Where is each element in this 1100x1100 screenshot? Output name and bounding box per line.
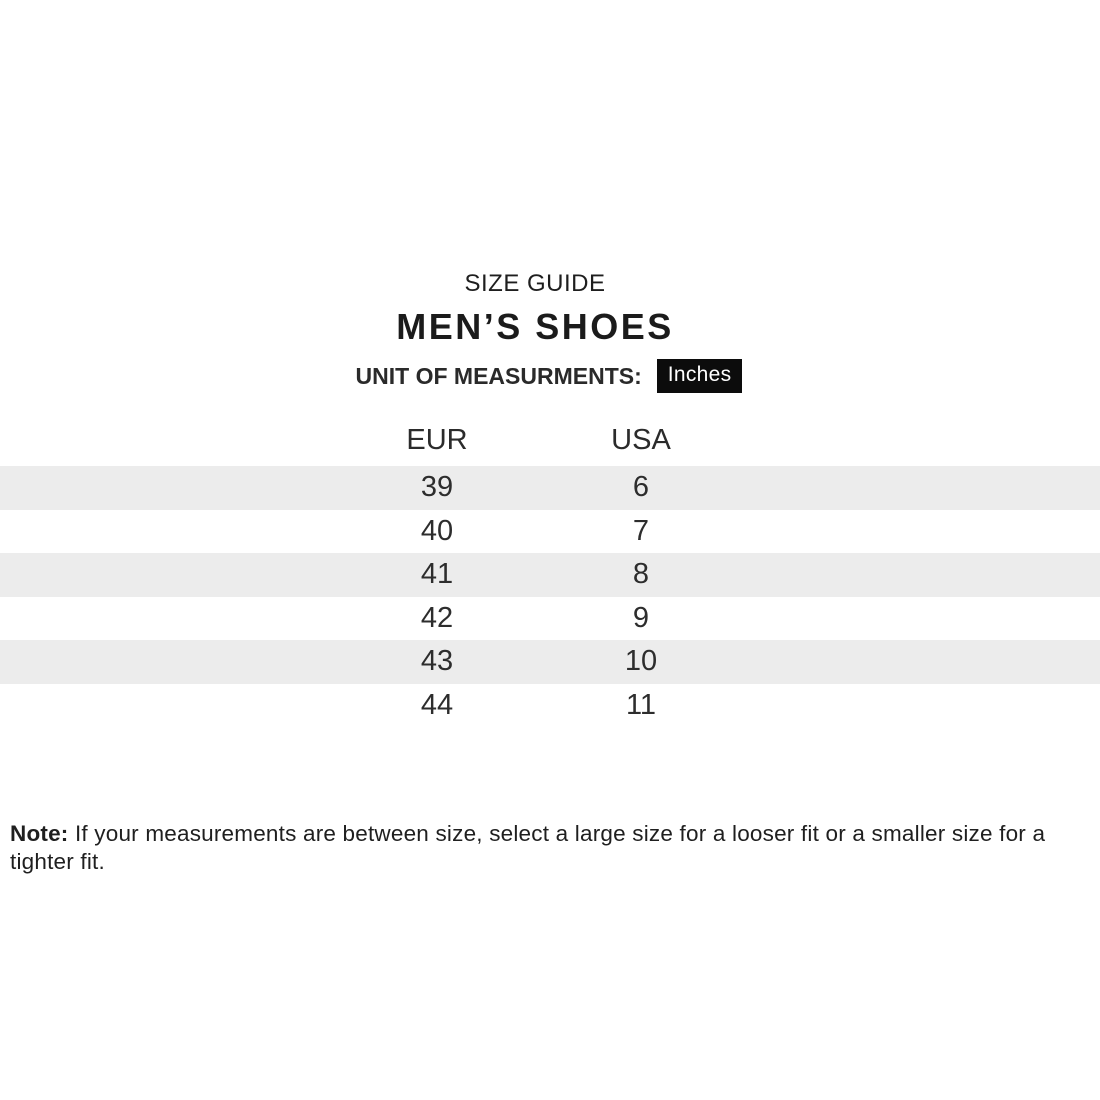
note-text: If your measurements are between size, s… [10, 821, 1046, 874]
eur-size-value: 43 [420, 645, 454, 678]
note-paragraph: Note: If your measurements are between s… [10, 820, 1090, 876]
column-header-usa: USA [611, 424, 671, 456]
unit-badge: Inches [656, 359, 743, 393]
table-header-row: EUR USA [0, 424, 1100, 466]
table-row: 39 6 [0, 466, 1100, 510]
table-row: 42 9 [0, 597, 1100, 641]
usa-size-value: 6 [632, 471, 650, 503]
eur-size-value: 42 [420, 601, 454, 634]
table-body: 39 6 40 7 41 8 42 9 43 10 44 11 [0, 466, 1100, 728]
table-row: 41 8 [0, 553, 1100, 597]
size-guide-header: SIZE GUIDE MEN’S SHOES UNIT OF MEASURMEN… [0, 270, 1070, 393]
usa-size-value: 8 [632, 558, 650, 591]
page-title: MEN’S SHOES [396, 306, 674, 347]
usa-size-value: 11 [625, 688, 657, 721]
table-row: 44 11 [0, 684, 1100, 728]
eur-size-value: 44 [420, 688, 454, 721]
unit-label: UNIT OF MEASURMENTS: [355, 362, 642, 389]
usa-size-value: 7 [632, 514, 650, 547]
column-header-eur: EUR [406, 424, 468, 456]
eur-size-value: 40 [420, 514, 454, 547]
size-conversion-table: EUR USA 39 6 40 7 41 8 42 9 43 10 44 11 [0, 424, 1100, 728]
eur-size-value: 39 [420, 471, 454, 503]
eur-size-value: 41 [420, 558, 454, 591]
table-row: 43 10 [0, 640, 1100, 684]
usa-size-value: 9 [632, 601, 650, 634]
note-label: Note: [10, 821, 69, 846]
size-guide-eyebrow: SIZE GUIDE [464, 270, 606, 297]
table-row: 40 7 [0, 510, 1100, 554]
usa-size-value: 10 [624, 645, 658, 678]
unit-of-measurement-line: UNIT OF MEASURMENTS: Inches [14, 359, 1084, 393]
